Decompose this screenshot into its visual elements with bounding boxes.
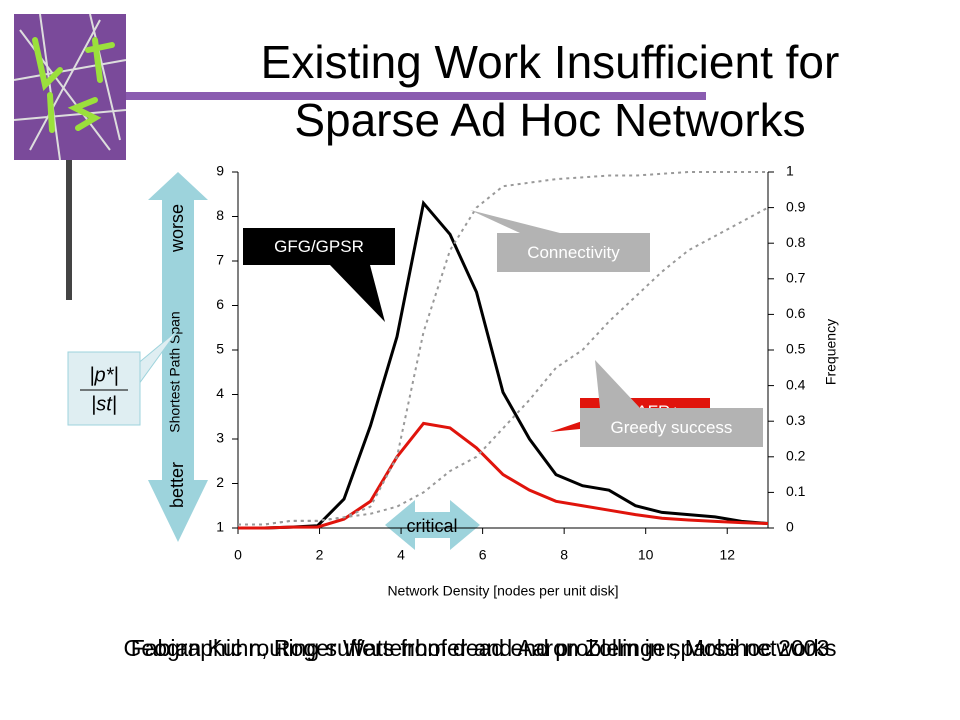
- callout-pointer: [330, 265, 385, 322]
- y-tick-label: 7: [216, 252, 224, 268]
- y2-tick-label: 0.8: [786, 234, 806, 250]
- x-tick-label: 4: [397, 547, 405, 563]
- title-line: Existing Work Insufficient for: [261, 36, 840, 88]
- x-tick-label: 6: [479, 547, 487, 563]
- series-label: GFG/GPSR: [274, 237, 364, 256]
- y-tick-label: 9: [216, 163, 224, 179]
- y-tick-label: 6: [216, 296, 224, 312]
- y2-tick-label: 0: [786, 519, 794, 535]
- y2-tick-label: 0.5: [786, 341, 806, 357]
- y-tick-label: 1: [216, 519, 224, 535]
- x-tick-label: 10: [638, 547, 654, 563]
- y2-tick-label: 0.1: [786, 483, 806, 499]
- title-line: Sparse Ad Hoc Networks: [294, 94, 805, 146]
- callout-box: [243, 228, 395, 265]
- worse-label: worse: [167, 204, 187, 253]
- callout-pointer: [595, 360, 640, 408]
- y2-tick-label: 0.6: [786, 305, 806, 321]
- y2-tick-label: 0.2: [786, 448, 806, 464]
- y-axis-label: Shortest Path Span: [167, 311, 183, 432]
- y2-axis-label: Frequency: [823, 319, 839, 385]
- x-axis-label: Network Density [nodes per unit disk]: [387, 583, 618, 599]
- span-arrow: [148, 172, 208, 542]
- y2-tick-label: 0.7: [786, 270, 806, 286]
- x-tick-label: 0: [234, 547, 242, 563]
- title-rule: [126, 92, 706, 100]
- y2-tick-label: 1: [786, 163, 794, 179]
- series-line: [238, 421, 769, 530]
- y-tick-label: 8: [216, 207, 224, 223]
- formula-box: [67, 351, 141, 426]
- callouts: GFG/GPSRConnectivityGOAFR+Greedy success: [243, 210, 763, 447]
- callout-box: [497, 233, 650, 272]
- x-tick-label: 8: [560, 547, 568, 563]
- series-label: Greedy success: [611, 418, 733, 437]
- y2-tick-label: 0.9: [786, 198, 806, 214]
- y-tick-label: 3: [216, 430, 224, 446]
- logo: [13, 13, 127, 161]
- series-line: [238, 206, 769, 526]
- formula-numerator: |p*|: [89, 364, 118, 386]
- y2-tick-label: 0.4: [786, 376, 806, 392]
- series-line: [238, 199, 769, 530]
- y-tick-label: 4: [216, 385, 224, 401]
- series-label: Connectivity: [527, 243, 620, 262]
- y-tick-label: 5: [216, 341, 224, 357]
- footer-caption: Geographic routing suffers from dead end…: [124, 635, 837, 661]
- series-line: [238, 171, 768, 526]
- callout-pointer: [470, 210, 560, 233]
- footer-credit: Fabian Kuhn, Roger Wattenhofer and Aaron…: [131, 635, 830, 661]
- x-tick-label: 2: [316, 547, 324, 563]
- callout-box: [580, 408, 763, 447]
- side-rule: [66, 160, 72, 300]
- x-tick-label: 12: [719, 547, 735, 563]
- y-tick-label: 2: [216, 474, 224, 490]
- formula-denominator: |st|: [91, 393, 117, 415]
- critical-arrow: [385, 500, 480, 550]
- better-label: better: [167, 462, 187, 508]
- critical-label: critical: [406, 516, 457, 536]
- y2-tick-label: 0.3: [786, 412, 806, 428]
